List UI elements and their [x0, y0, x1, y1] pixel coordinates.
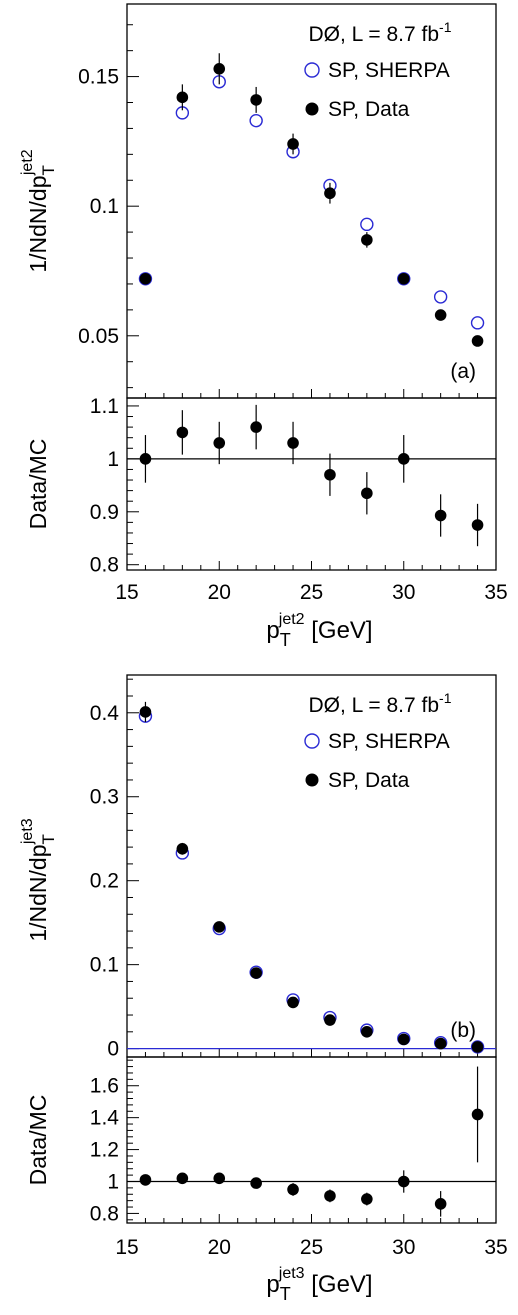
- chart-panel-b: 15 20 25 30 35 0 0.1 0.2 0.3 0.4 0.8 1 1.2 1.4 1.6 DØ, …: [19, 674, 508, 1304]
- sherpa-point: [249, 113, 263, 128]
- sherpa-point: [470, 1040, 485, 1054]
- data-point: [471, 1041, 484, 1053]
- y-tick-label: 0.15: [78, 66, 119, 89]
- data-point: [361, 1026, 373, 1038]
- x-tick-label: 15: [115, 1236, 138, 1259]
- data-point: [250, 94, 262, 106]
- experiment-label: DØ, L = 8.7 fb-1: [309, 690, 452, 717]
- y-tick-label: 1.2: [90, 1139, 119, 1162]
- ratio-point: [176, 1172, 189, 1185]
- ratio-point: [324, 1190, 336, 1202]
- y-tick-label: 0: [107, 1038, 119, 1061]
- data-point: [213, 63, 226, 75]
- y-axis-title: 1/NdN/dpTjet3: [19, 818, 58, 941]
- y-tick-label: 1.6: [90, 1075, 119, 1098]
- y-tick-label: 1: [107, 448, 119, 471]
- data-point: [397, 272, 410, 285]
- x-tick-label: 30: [392, 1236, 415, 1259]
- y-axis-title: 1/NdN/dpTjet2: [19, 149, 58, 272]
- ratio-point: [176, 426, 189, 439]
- ratio-point: [250, 421, 262, 433]
- ratio-point: [434, 509, 447, 522]
- ratio-point: [139, 453, 152, 465]
- panel-label: (a): [450, 360, 476, 383]
- data-point: [434, 1037, 447, 1050]
- ratio-point: [250, 1177, 262, 1189]
- ratio-point: [434, 1198, 447, 1210]
- legend-sherpa-marker: [304, 733, 320, 749]
- ratio-point: [287, 1183, 299, 1196]
- y-tick-label: 1.1: [90, 395, 119, 418]
- legend-data-marker: [305, 102, 319, 116]
- data-point: [471, 335, 484, 347]
- ratio-point: [361, 487, 373, 500]
- ratio-point: [213, 1172, 226, 1185]
- data-point: [397, 1033, 410, 1046]
- ratio-point: [287, 437, 299, 449]
- ratio-point: [213, 437, 226, 449]
- data-point: [324, 1014, 336, 1026]
- x-tick-label: 25: [300, 581, 323, 604]
- ratio-point: [397, 1175, 410, 1188]
- y-tick-label: 0.3: [90, 786, 119, 809]
- sherpa-point: [397, 272, 411, 286]
- ratio-point: [361, 1193, 373, 1205]
- sherpa-point: [360, 217, 374, 232]
- y-tick-label: 0.8: [90, 554, 119, 577]
- data-point: [139, 706, 152, 718]
- x-axis-title: pTjet2 [GeV]: [266, 611, 372, 650]
- ratio-point: [471, 519, 484, 531]
- x-tick-label: 20: [208, 581, 231, 604]
- legend-sherpa-label: SP, SHERPA: [328, 59, 450, 82]
- data-point: [139, 272, 152, 285]
- chart-panel-a: 15 20 25 30 35 0.05 0.1 0.15 0.8 0.9 1 1.1 DØ, L = 8…: [19, 3, 508, 650]
- x-axis-title: pTjet3 [GeV]: [266, 1265, 372, 1304]
- sherpa-point: [470, 316, 485, 330]
- data-point: [434, 309, 447, 321]
- legend-sherpa-marker: [304, 62, 320, 78]
- y-tick-label: 0.05: [78, 325, 119, 348]
- legend-data-label: SP, Data: [328, 98, 410, 121]
- sherpa-point: [138, 272, 153, 286]
- y-tick-label: 0.2: [90, 870, 119, 893]
- legend-data-marker: [305, 773, 319, 787]
- data-point: [287, 138, 299, 150]
- ratio-point: [139, 1174, 152, 1186]
- y-tick-label: 1.4: [90, 1107, 120, 1130]
- data-point: [287, 996, 299, 1009]
- ratio-point: [471, 1108, 484, 1121]
- x-tick-label: 35: [484, 581, 507, 604]
- y-tick-label: 0.1: [90, 195, 119, 218]
- experiment-label: DØ, L = 8.7 fb-1: [309, 19, 452, 46]
- legend-data-label: SP, Data: [328, 769, 410, 792]
- x-tick-label: 25: [300, 1236, 323, 1259]
- data-point: [324, 187, 336, 200]
- y-tick-label: 0.9: [90, 501, 119, 524]
- ratio-point: [397, 453, 410, 465]
- data-point: [361, 234, 373, 246]
- ratio-axis-title: Data/MC: [25, 439, 51, 530]
- y-tick-label: 0.8: [90, 1202, 119, 1225]
- panel-label: (b): [450, 1019, 476, 1042]
- y-tick-label: 0.1: [90, 954, 119, 977]
- data-point: [176, 91, 189, 104]
- x-tick-label: 15: [115, 581, 138, 604]
- data-point: [176, 842, 189, 855]
- y-tick-label: 1: [107, 1171, 119, 1194]
- ratio-axis-title: Data/MC: [25, 1095, 51, 1186]
- y-tick-label: 0.4: [90, 702, 120, 725]
- legend-sherpa-label: SP, SHERPA: [328, 730, 450, 753]
- data-point: [213, 921, 226, 933]
- x-tick-label: 20: [208, 1236, 231, 1259]
- x-tick-label: 35: [484, 1236, 507, 1259]
- data-point: [250, 967, 262, 979]
- sherpa-point: [433, 290, 448, 304]
- x-tick-label: 30: [392, 581, 415, 604]
- ratio-point: [324, 468, 336, 481]
